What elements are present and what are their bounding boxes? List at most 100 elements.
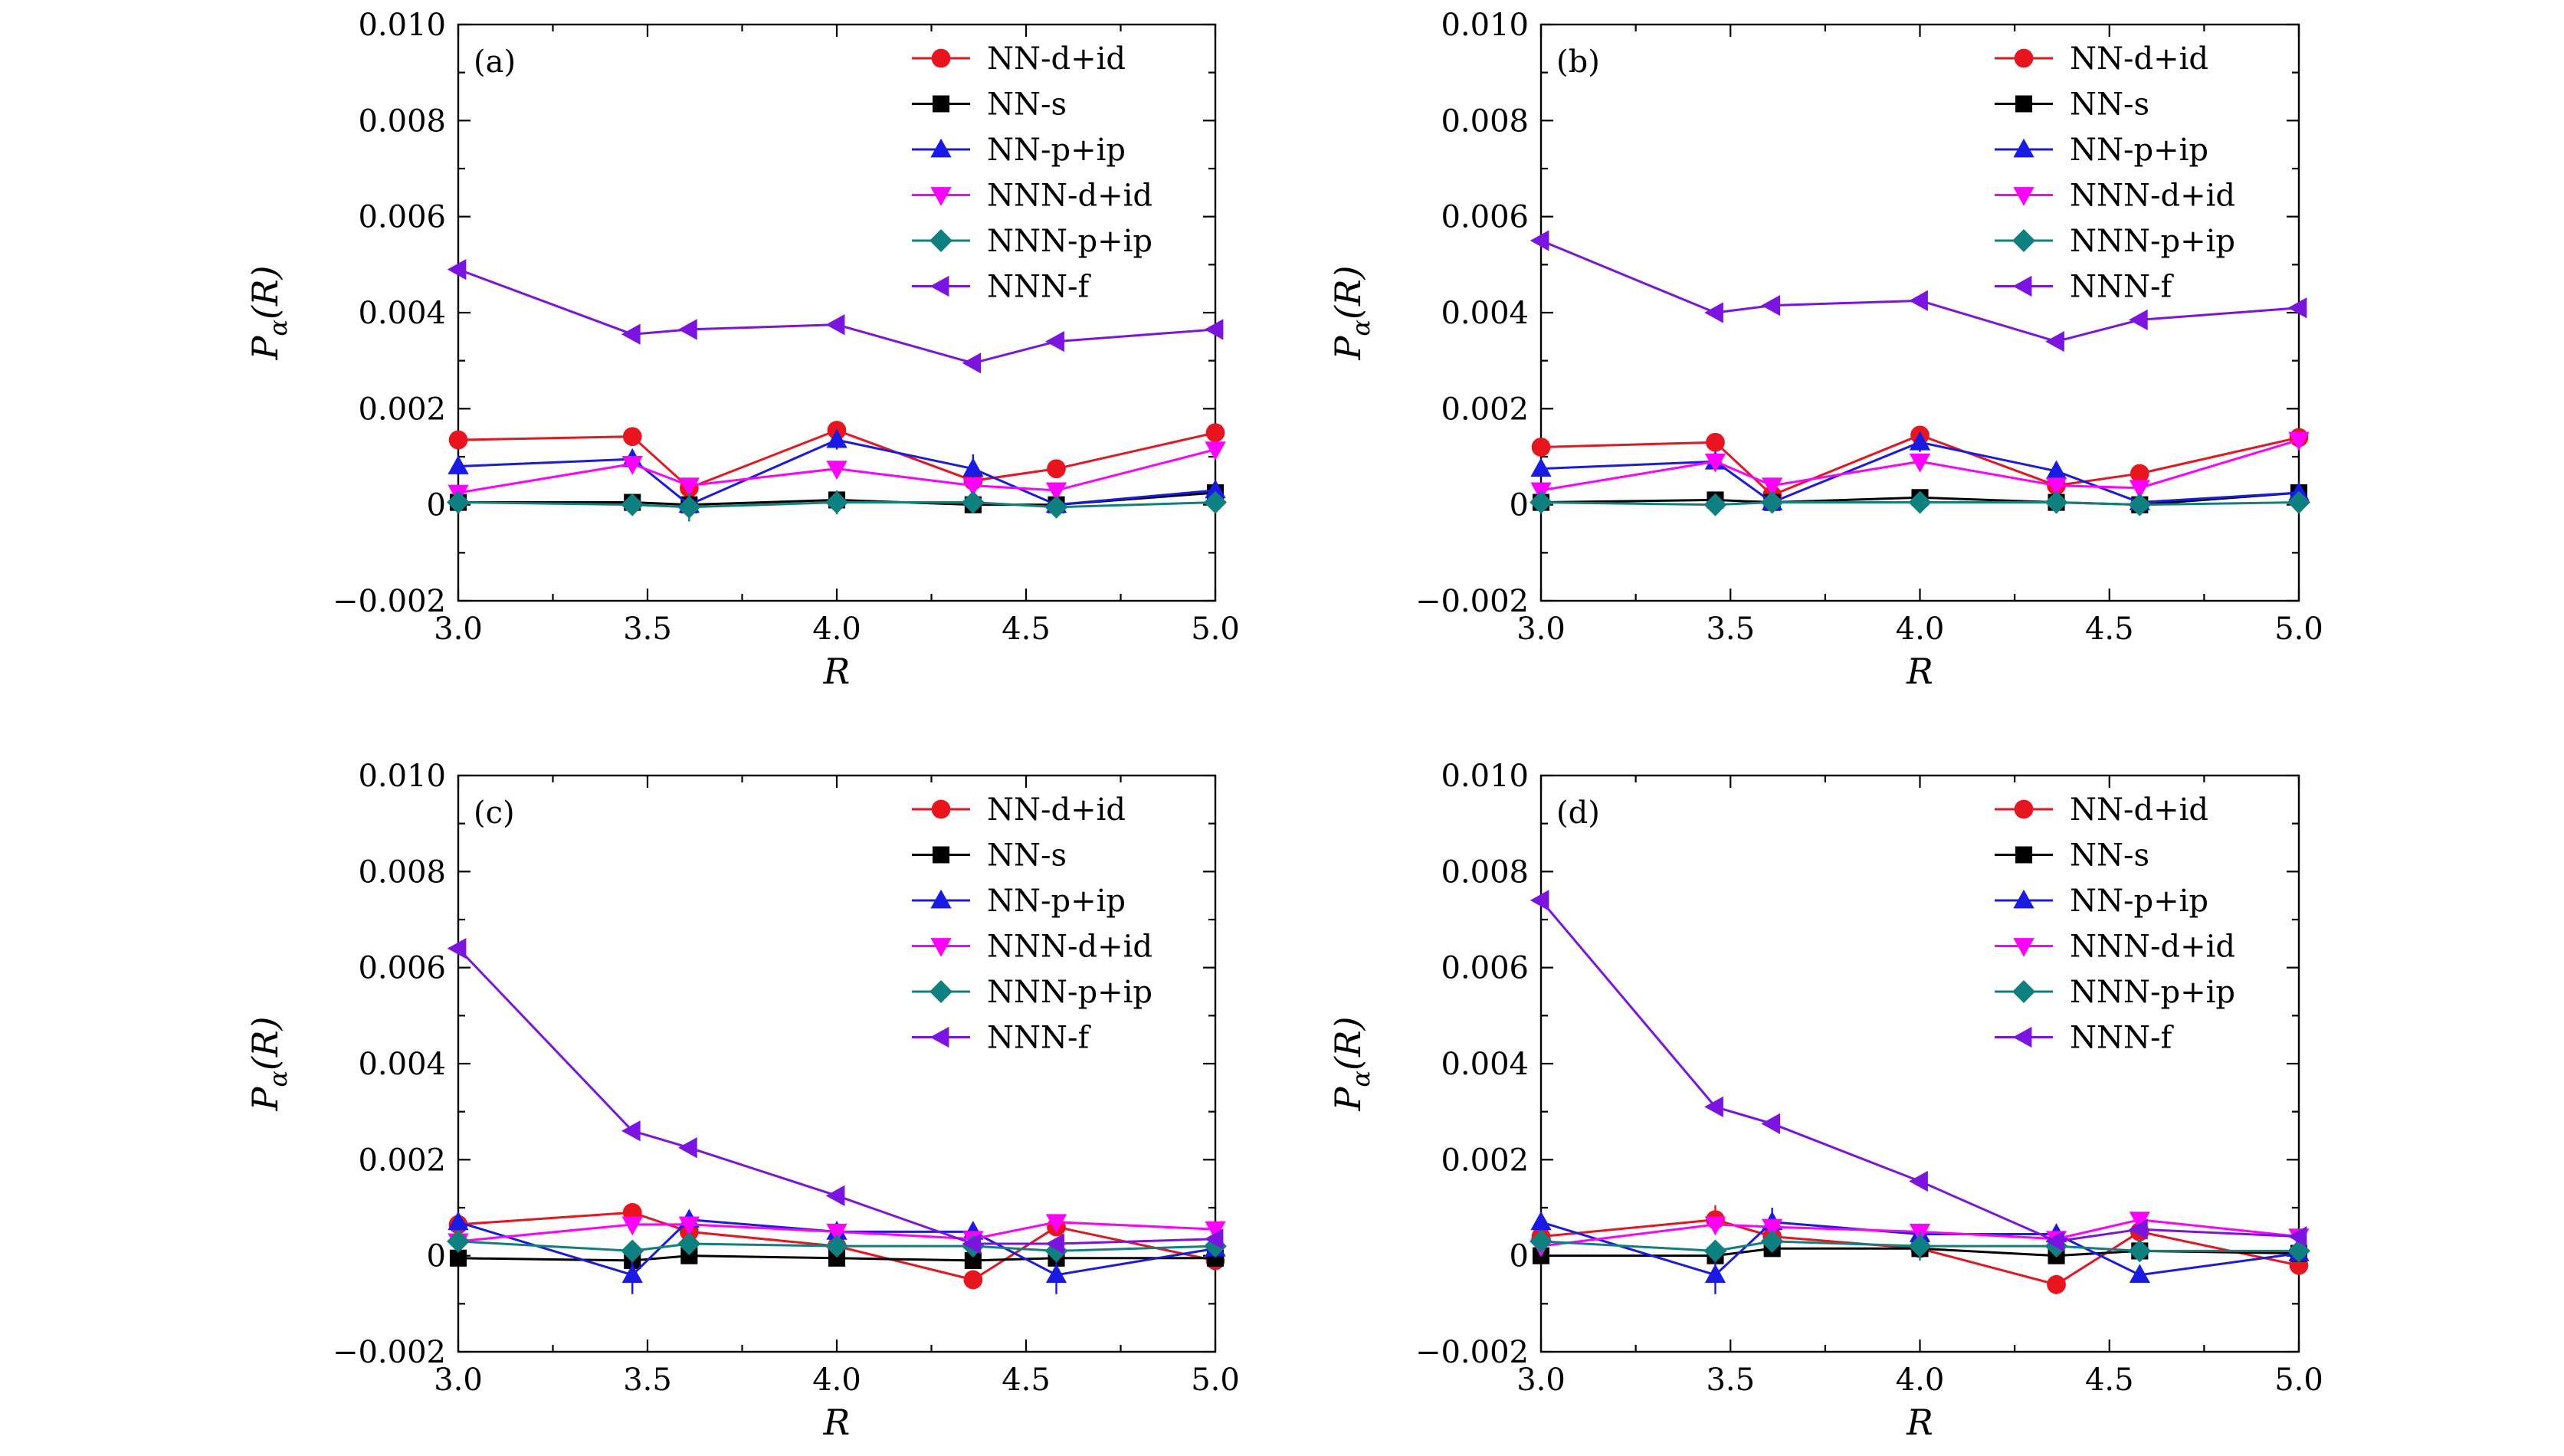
legend-label: NNN-d+id <box>2070 179 2235 214</box>
legend-label: NN-d+id <box>987 792 1126 828</box>
y-tick-label: 0.008 <box>358 854 446 890</box>
legend-entry-nn-p-ip: NN-p+ip <box>1995 884 2208 919</box>
plot-frame <box>1539 774 2300 1353</box>
panel-d: 3.0 3.5 4.0 4.5 5.0 −0.002 0 0.002 0.004 0.006 0.0… <box>1327 759 2323 1443</box>
data-point <box>621 1120 641 1142</box>
data-point <box>2044 490 2068 514</box>
data-point <box>1908 1235 1932 1258</box>
x-tick-label: 3.0 <box>1516 1363 1566 1398</box>
data-point <box>678 477 700 497</box>
data-point <box>825 490 848 514</box>
data-point <box>621 456 643 475</box>
data-point <box>621 1216 643 1236</box>
panel-label: (a) <box>474 44 516 80</box>
data-point <box>964 1251 982 1269</box>
x-tick-label: 5.0 <box>1191 612 1240 647</box>
data-point <box>677 1232 701 1255</box>
data-point <box>622 427 642 447</box>
data-point <box>2287 490 2310 514</box>
data-point <box>1530 890 1549 911</box>
data-point <box>1760 490 1784 514</box>
y-tick-label: 0.002 <box>358 392 446 427</box>
legend-label: NNN-p+ip <box>987 224 1152 259</box>
data-point <box>1205 1221 1226 1241</box>
data-point <box>1909 1170 1928 1192</box>
legend-entry-nn-s: NN-s <box>912 838 1067 874</box>
legend-entry-nn-p-ip: NN-p+ip <box>912 884 1126 919</box>
data-point <box>1045 1233 1064 1254</box>
x-tick-label: 4.5 <box>2085 1363 2134 1398</box>
x-tick-label: 3.0 <box>434 1363 483 1398</box>
legend-marker <box>2013 138 2034 158</box>
data-point <box>2128 1239 2152 1263</box>
x-tick-label: 3.5 <box>623 1363 672 1398</box>
data-point <box>447 258 467 280</box>
legend-label: NNN-p+ip <box>2070 975 2235 1010</box>
data-point <box>678 1137 697 1159</box>
data-point <box>680 1247 698 1264</box>
y-tick-label: 0.002 <box>358 1143 446 1178</box>
data-point <box>826 461 848 480</box>
legend-entry-nn-s: NN-s <box>1995 838 2149 874</box>
legend-marker <box>930 275 949 297</box>
legend-entry-nn-d-id: NN-d+id <box>912 792 1126 828</box>
legend-entry-nn-d-id: NN-d+id <box>1995 792 2208 828</box>
data-point <box>825 314 845 336</box>
legend-entry-nnn-d-id: NNN-d+id <box>1995 930 2235 965</box>
data-point <box>2129 1264 2150 1284</box>
data-point <box>1530 457 1552 477</box>
data-point <box>1045 330 1064 353</box>
legend-marker <box>930 889 952 909</box>
data-point <box>825 1235 848 1258</box>
data-point <box>2288 431 2310 451</box>
legend-marker <box>930 138 952 158</box>
legend-label: NNN-d+id <box>987 179 1152 214</box>
x-tick-label: 5.0 <box>2274 1363 2323 1398</box>
legend-entry-nnn-d-id: NNN-d+id <box>912 179 1152 214</box>
legend-entry-nnn-p-ip: NNN-p+ip <box>1995 224 2235 259</box>
legend-label: NN-s <box>987 838 1067 874</box>
panel-label: (d) <box>1556 795 1600 831</box>
legend-entry-nn-p-ip: NN-p+ip <box>1995 133 2208 168</box>
y-tick-label: 0.004 <box>1441 296 1529 331</box>
y-tick-label: 0.004 <box>358 1047 446 1082</box>
data-point <box>962 477 984 497</box>
legend-label: NNN-d+id <box>987 930 1152 965</box>
data-point <box>1703 1239 1727 1263</box>
x-tick-label: 4.5 <box>1002 612 1051 647</box>
y-tick-label: 0.008 <box>358 103 446 139</box>
data-point <box>1530 1229 1552 1253</box>
data-point <box>2129 1212 2150 1231</box>
data-point <box>2045 330 2064 353</box>
y-axis-title: Pα(R) <box>244 1016 293 1111</box>
data-point <box>1045 482 1067 502</box>
legend-entry-nnn-p-ip: NNN-p+ip <box>912 224 1152 259</box>
legend-marker <box>2015 95 2033 113</box>
x-tick-label: 5.0 <box>1191 1363 1240 1398</box>
x-tick-label: 3.5 <box>623 612 672 647</box>
panel-label: (c) <box>474 795 515 831</box>
y-tick-label: 0.002 <box>1441 1143 1529 1178</box>
legend-marker <box>2012 1026 2032 1048</box>
data-point <box>2128 493 2152 516</box>
y-tick-label: 0.002 <box>1441 392 1529 427</box>
data-point <box>621 1239 644 1263</box>
data-point <box>826 428 848 448</box>
data-point <box>1704 1264 1726 1284</box>
x-tick-label: 4.0 <box>1896 1363 1945 1398</box>
legend-label: NNN-f <box>2070 1021 2175 1056</box>
data-point <box>1761 1218 1783 1238</box>
panel-label: (b) <box>1556 44 1600 80</box>
legend-entry-nnn-f: NNN-f <box>1995 1021 2175 1056</box>
legend-entry-nn-d-id: NN-d+id <box>912 41 1126 77</box>
data-point <box>2287 297 2307 319</box>
legend-marker <box>2013 938 2034 957</box>
data-point <box>1761 477 1783 497</box>
legend: NN-d+id NN-s NN-p+ip NNN-d+id NNN-p+ip NNN-f <box>1995 792 2235 1056</box>
data-point <box>447 490 470 514</box>
legend-label: NN-s <box>2070 838 2149 874</box>
legend-entry-nn-s: NN-s <box>1995 87 2149 123</box>
y-tick-label: −0.002 <box>333 584 446 619</box>
x-tick-label: 4.0 <box>812 1363 861 1398</box>
